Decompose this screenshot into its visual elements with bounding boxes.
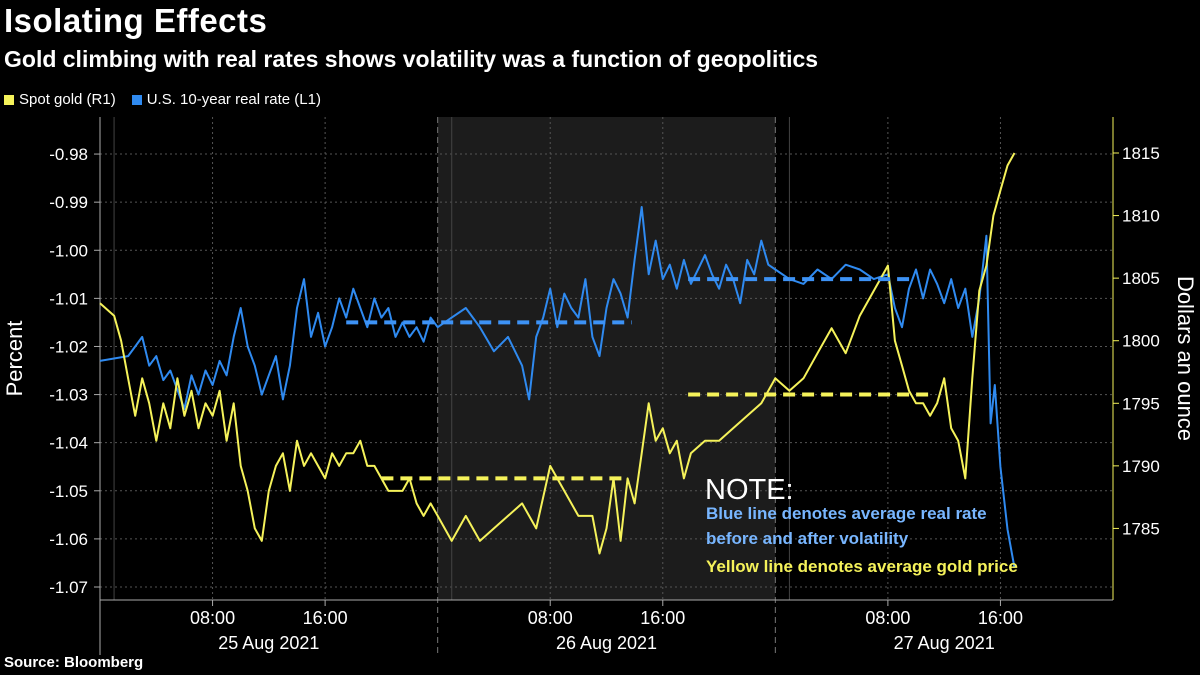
x-tick-label: 08:00 bbox=[190, 608, 235, 628]
x-tick-label: 08:00 bbox=[865, 608, 910, 628]
left-axis-title: Percent bbox=[2, 321, 27, 397]
left-tick-label: -1.02 bbox=[49, 337, 88, 356]
right-tick-label: 1790 bbox=[1122, 457, 1160, 476]
left-tick-label: -0.99 bbox=[49, 193, 88, 212]
left-tick-label: -0.98 bbox=[49, 145, 88, 164]
note-blue-line-2: before and after volatility bbox=[706, 529, 909, 548]
left-tick-label: -1.04 bbox=[49, 434, 88, 453]
source-note: Source: Bloomberg bbox=[4, 654, 144, 671]
note-yellow-line: Yellow line denotes average gold price bbox=[706, 557, 1018, 576]
legend-swatch-gold bbox=[4, 94, 14, 105]
left-tick-label: -1.06 bbox=[49, 530, 88, 549]
axes bbox=[94, 117, 1119, 655]
series-lines bbox=[99, 152, 1016, 568]
legend-item-real-rate[interactable]: U.S. 10-year real rate (L1) bbox=[131, 91, 321, 108]
day-label: 26 Aug 2021 bbox=[556, 633, 657, 653]
legend-swatch-real-rate bbox=[131, 94, 142, 105]
day-label: 27 Aug 2021 bbox=[894, 633, 995, 653]
mean-lines bbox=[346, 277, 931, 481]
x-tick-label: 16:00 bbox=[978, 608, 1023, 628]
legend-label-real-rate: U.S. 10-year real rate (L1) bbox=[146, 91, 321, 108]
legend-label-gold: Spot gold (R1) bbox=[19, 91, 116, 108]
chart-subtitle: Gold climbing with real rates shows vola… bbox=[4, 46, 819, 72]
day-label: 25 Aug 2021 bbox=[218, 633, 319, 653]
left-tick-label: -1.07 bbox=[49, 578, 88, 597]
shaded-region bbox=[437, 117, 776, 600]
right-tick-label: 1800 bbox=[1122, 332, 1160, 351]
right-tick-label: 1810 bbox=[1122, 207, 1160, 226]
tick-labels: -0.98 -0.99 -1.00 -1.01 -1.02 -1.03 -1.04 -1.05… bbox=[2, 144, 1198, 653]
left-tick-label: -1.00 bbox=[49, 241, 88, 260]
note-title: NOTE: bbox=[705, 474, 794, 506]
left-tick-label: -1.03 bbox=[49, 386, 88, 405]
right-tick-label: 1785 bbox=[1122, 519, 1160, 538]
right-tick-label: 1795 bbox=[1122, 394, 1160, 413]
volatility-shaded-region bbox=[437, 117, 776, 600]
legend-item-gold[interactable]: Spot gold (R1) bbox=[4, 91, 116, 108]
right-axis-title: Dollars an ounce bbox=[1173, 276, 1198, 441]
note-blue-line-1: Blue line denotes average real rate bbox=[706, 504, 987, 523]
right-tick-label: 1815 bbox=[1122, 144, 1160, 163]
left-tick-label: -1.05 bbox=[49, 482, 88, 501]
x-tick-label: 16:00 bbox=[303, 608, 348, 628]
right-tick-label: 1805 bbox=[1122, 269, 1160, 288]
gridlines bbox=[100, 117, 1113, 655]
chart-title: Isolating Effects bbox=[4, 2, 268, 39]
x-tick-label: 16:00 bbox=[640, 608, 685, 628]
x-tick-label: 08:00 bbox=[528, 608, 573, 628]
gold-price-line bbox=[99, 152, 1016, 555]
legend: Spot gold (R1) U.S. 10-year real rate (L… bbox=[4, 91, 337, 108]
left-tick-label: -1.01 bbox=[49, 289, 88, 308]
